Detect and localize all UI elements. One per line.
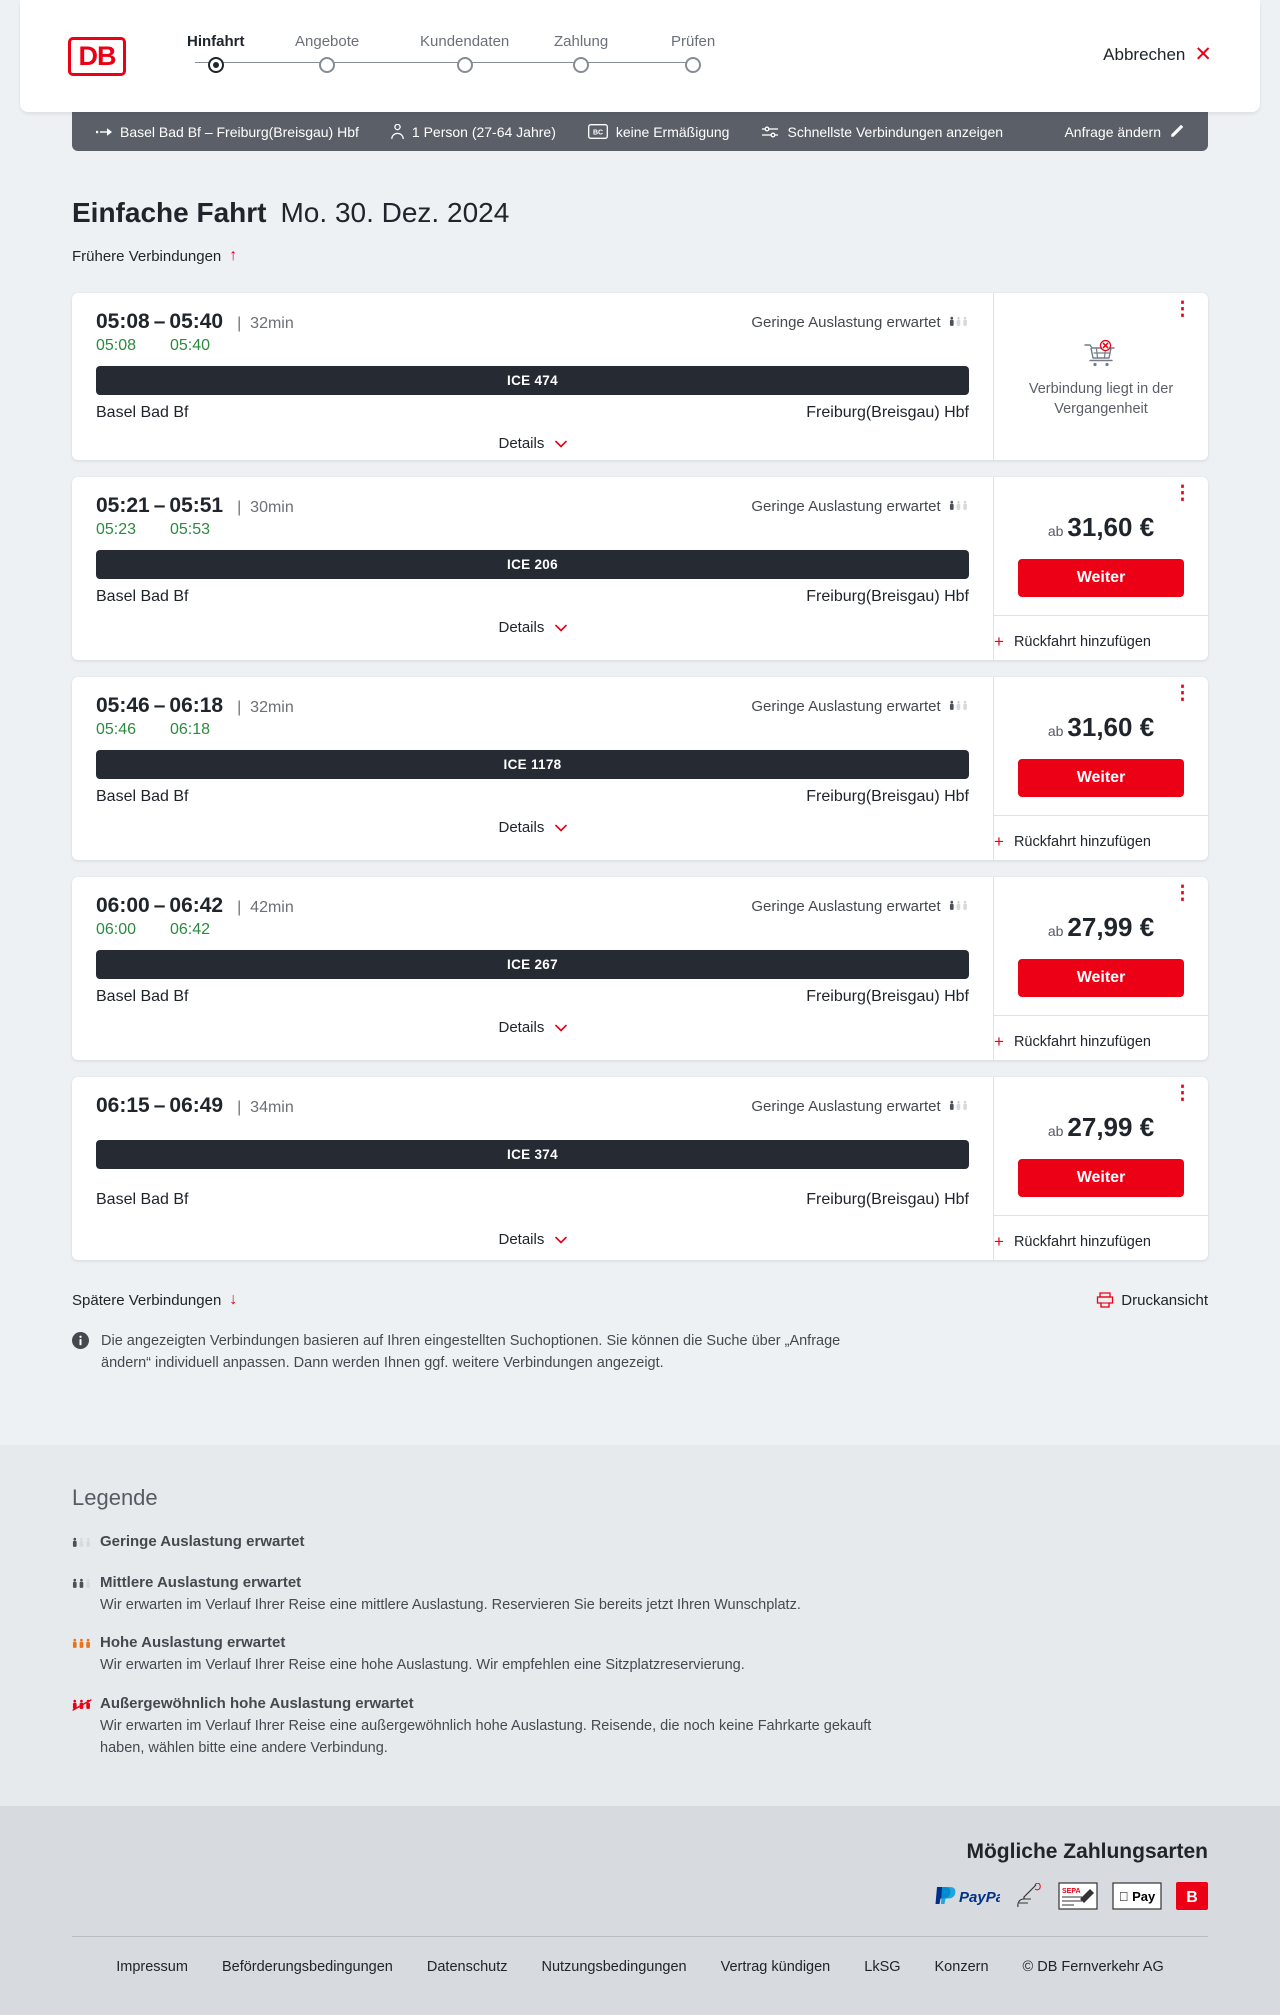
svg-text:B: B (1186, 1889, 1198, 1906)
svg-text:PayPal: PayPal (959, 1889, 1000, 1906)
svg-text:SEPA: SEPA (1062, 1888, 1081, 1895)
svg-text:BC: BC (593, 130, 603, 137)
svg-text: Pay:  Pay (1119, 1889, 1156, 1904)
